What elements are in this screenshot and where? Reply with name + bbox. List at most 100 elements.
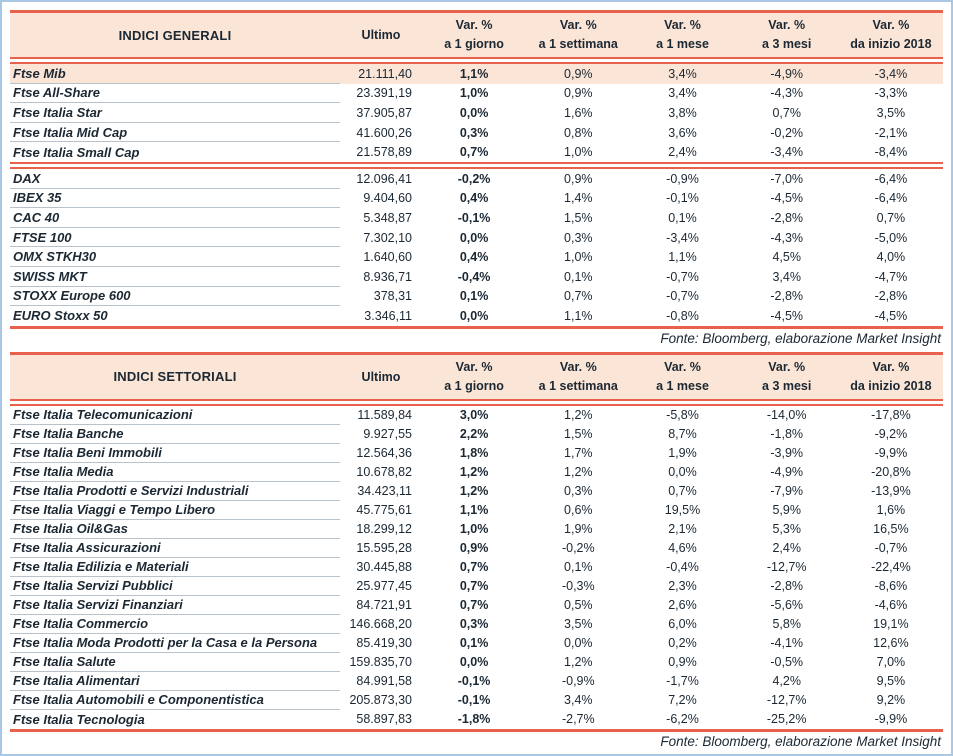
var-value-3: -2,8%: [770, 210, 804, 225]
var-value-4: 7,0%: [876, 655, 906, 670]
var-value-2: 3,4%: [668, 66, 697, 81]
var-value-4: 9,5%: [876, 674, 906, 689]
var-value-2: 7,2%: [668, 693, 697, 708]
var-value-4: 19,1%: [873, 617, 909, 632]
table-body: Ftse Italia Telecomunicazioni 11.589,84 3,…: [10, 406, 943, 729]
table-body: Ftse Mib 21.111,40 1,1% 0,9% 3,4% -4,9% -3,4% F…: [10, 64, 943, 326]
var-value-3: -0,2%: [770, 125, 804, 140]
var-value-0: 3,0%: [459, 408, 489, 423]
var-value-2: -0,9%: [666, 171, 699, 186]
table-title: INDICI SETTORIALI: [113, 369, 237, 385]
row-label: Ftse Italia Small Cap: [13, 144, 140, 160]
ultimo-value: 9.404,60: [363, 191, 412, 206]
table-row: Ftse Italia Oil&Gas 18.299,12 1,0% 1,9% 2,1%…: [10, 520, 943, 539]
var-value-1: -0,9%: [561, 674, 595, 689]
row-label: Ftse Italia Commercio: [10, 615, 340, 634]
table-bottom-rule: [10, 728, 943, 732]
var-value-2: 3,8%: [668, 105, 697, 120]
table-row: Ftse Italia Alimentari 84.991,58 -0,1% -0,9…: [10, 672, 943, 691]
var-value-3: -2,8%: [770, 579, 804, 594]
ultimo-value: 146.668,20: [349, 617, 412, 632]
var-value-0: 0,0%: [459, 230, 489, 245]
ultimo-value: 21.111,40: [358, 66, 412, 81]
var-value-0: -0,1%: [457, 693, 491, 708]
header-separator: [10, 398, 943, 406]
var-value-3: -25,2%: [766, 712, 807, 727]
row-label: Ftse Mib: [10, 64, 340, 84]
var-value-1: 0,9%: [564, 86, 593, 101]
row-label: Ftse Italia Telecomunicazioni: [10, 406, 340, 425]
column-header-line1: Var. %: [455, 18, 493, 33]
table-bottom-rule: [10, 325, 943, 329]
column-header-line1: Var. %: [872, 18, 910, 33]
var-value-1: 1,5%: [564, 427, 593, 442]
ultimo-value: 34.423,11: [357, 484, 412, 499]
var-value-3: -4,1%: [770, 636, 804, 651]
table-row: Ftse Italia Media 10.678,82 1,2% 1,2% 0,0% -4…: [10, 463, 943, 482]
column-header-line1: Var. %: [872, 359, 910, 374]
var-value-3: -4,9%: [770, 66, 804, 81]
column-header-line2: a 1 mese: [656, 378, 709, 393]
ultimo-value: 23.391,19: [356, 86, 412, 101]
var-value-4: -6,4%: [874, 171, 908, 186]
var-value-4: -2,1%: [874, 125, 908, 140]
var-value-2: 0,0%: [668, 465, 697, 480]
var-value-1: 1,1%: [564, 308, 593, 323]
var-value-0: 1,1%: [459, 66, 489, 81]
ultimo-value: 45.775,61: [356, 503, 412, 518]
row-label: Ftse Italia Prodotti e Servizi Industria…: [10, 482, 340, 501]
var-value-1: 0,1%: [564, 269, 593, 284]
var-value-3: -4,5%: [770, 308, 804, 323]
var-value-4: -9,9%: [874, 712, 908, 727]
table-row: DAX 12.096,41 -0,2% 0,9% -0,9% -7,0% -6,4%: [10, 169, 943, 189]
row-label: Ftse Italia Beni Immobili: [10, 444, 340, 463]
ultimo-value: 3.346,11: [364, 308, 412, 323]
table-title: INDICI GENERALI: [118, 27, 232, 43]
var-value-2: 3,4%: [668, 86, 697, 101]
table-row: Ftse Italia Salute 159.835,70 0,0% 1,2% 0,9%…: [10, 653, 943, 672]
var-value-2: 0,7%: [668, 484, 697, 499]
var-value-0: 1,2%: [459, 484, 489, 499]
var-value-3: -4,3%: [770, 86, 804, 101]
var-value-2: 0,1%: [668, 210, 697, 225]
source-note: Fonte: Bloomberg, elaborazione Market In…: [660, 330, 941, 346]
table-row: Ftse Italia Assicurazioni 15.595,28 0,9% -0…: [10, 539, 943, 558]
column-header-line2: a 3 mesi: [762, 37, 812, 51]
column-header-line1: Var. %: [559, 18, 597, 33]
row-label: IBEX 35: [10, 189, 340, 209]
var-value-2: -6,2%: [666, 712, 699, 727]
var-value-3: -14,0%: [766, 408, 807, 423]
row-label: Ftse Italia Mid Cap: [10, 123, 340, 143]
ultimo-value: 37.905,87: [356, 105, 412, 120]
table-row: EURO Stoxx 50 3.346,11 0,0% 1,1% -0,8% -4,5% -…: [10, 306, 943, 326]
var-value-1: 1,2%: [564, 655, 593, 670]
row-label: OMX STKH30: [10, 247, 340, 267]
column-header-line1: Var. %: [664, 18, 701, 33]
var-value-1: -0,3%: [561, 579, 595, 594]
var-value-4: -3,4%: [874, 66, 908, 81]
var-value-4: -9,9%: [874, 446, 908, 461]
header-separator: [10, 57, 943, 64]
var-value-2: -0,1%: [666, 191, 699, 206]
table-row: Ftse Italia Mid Cap 41.600,26 0,3% 0,8% 3,6%…: [10, 123, 943, 143]
ultimo-value: 25.977,45: [356, 579, 412, 594]
var-value-4: -20,8%: [871, 465, 911, 480]
var-value-1: 0,9%: [564, 66, 593, 81]
var-value-4: -6,4%: [874, 191, 908, 206]
var-value-3: 5,3%: [772, 522, 801, 537]
table-row: CAC 40 5.348,87 -0,1% 1,5% 0,1% -2,8% 0,7%: [10, 208, 943, 228]
ultimo-value: 15.595,28: [356, 541, 412, 556]
table-row: FTSE 100 7.302,10 0,0% 0,3% -3,4% -4,3% -5,0%: [10, 228, 943, 248]
ultimo-value: 30.445,88: [356, 560, 412, 575]
var-value-4: 4,0%: [876, 250, 906, 265]
var-value-0: 0,7%: [459, 598, 489, 613]
var-value-4: 12,6%: [873, 636, 909, 651]
column-header-var-1-giorno: Var. % a 1 giorno: [422, 16, 526, 54]
var-value-0: 0,1%: [459, 636, 489, 651]
var-value-4: 1,6%: [876, 503, 906, 518]
var-value-0: -0,4%: [457, 269, 491, 284]
var-value-3: 4,5%: [772, 250, 801, 265]
table-row: STOXX Europe 600 378,31 0,1% 0,7% -0,7% -2,8%…: [10, 287, 943, 307]
var-value-3: -12,7%: [766, 560, 807, 575]
var-value-2: 19,5%: [664, 503, 701, 518]
